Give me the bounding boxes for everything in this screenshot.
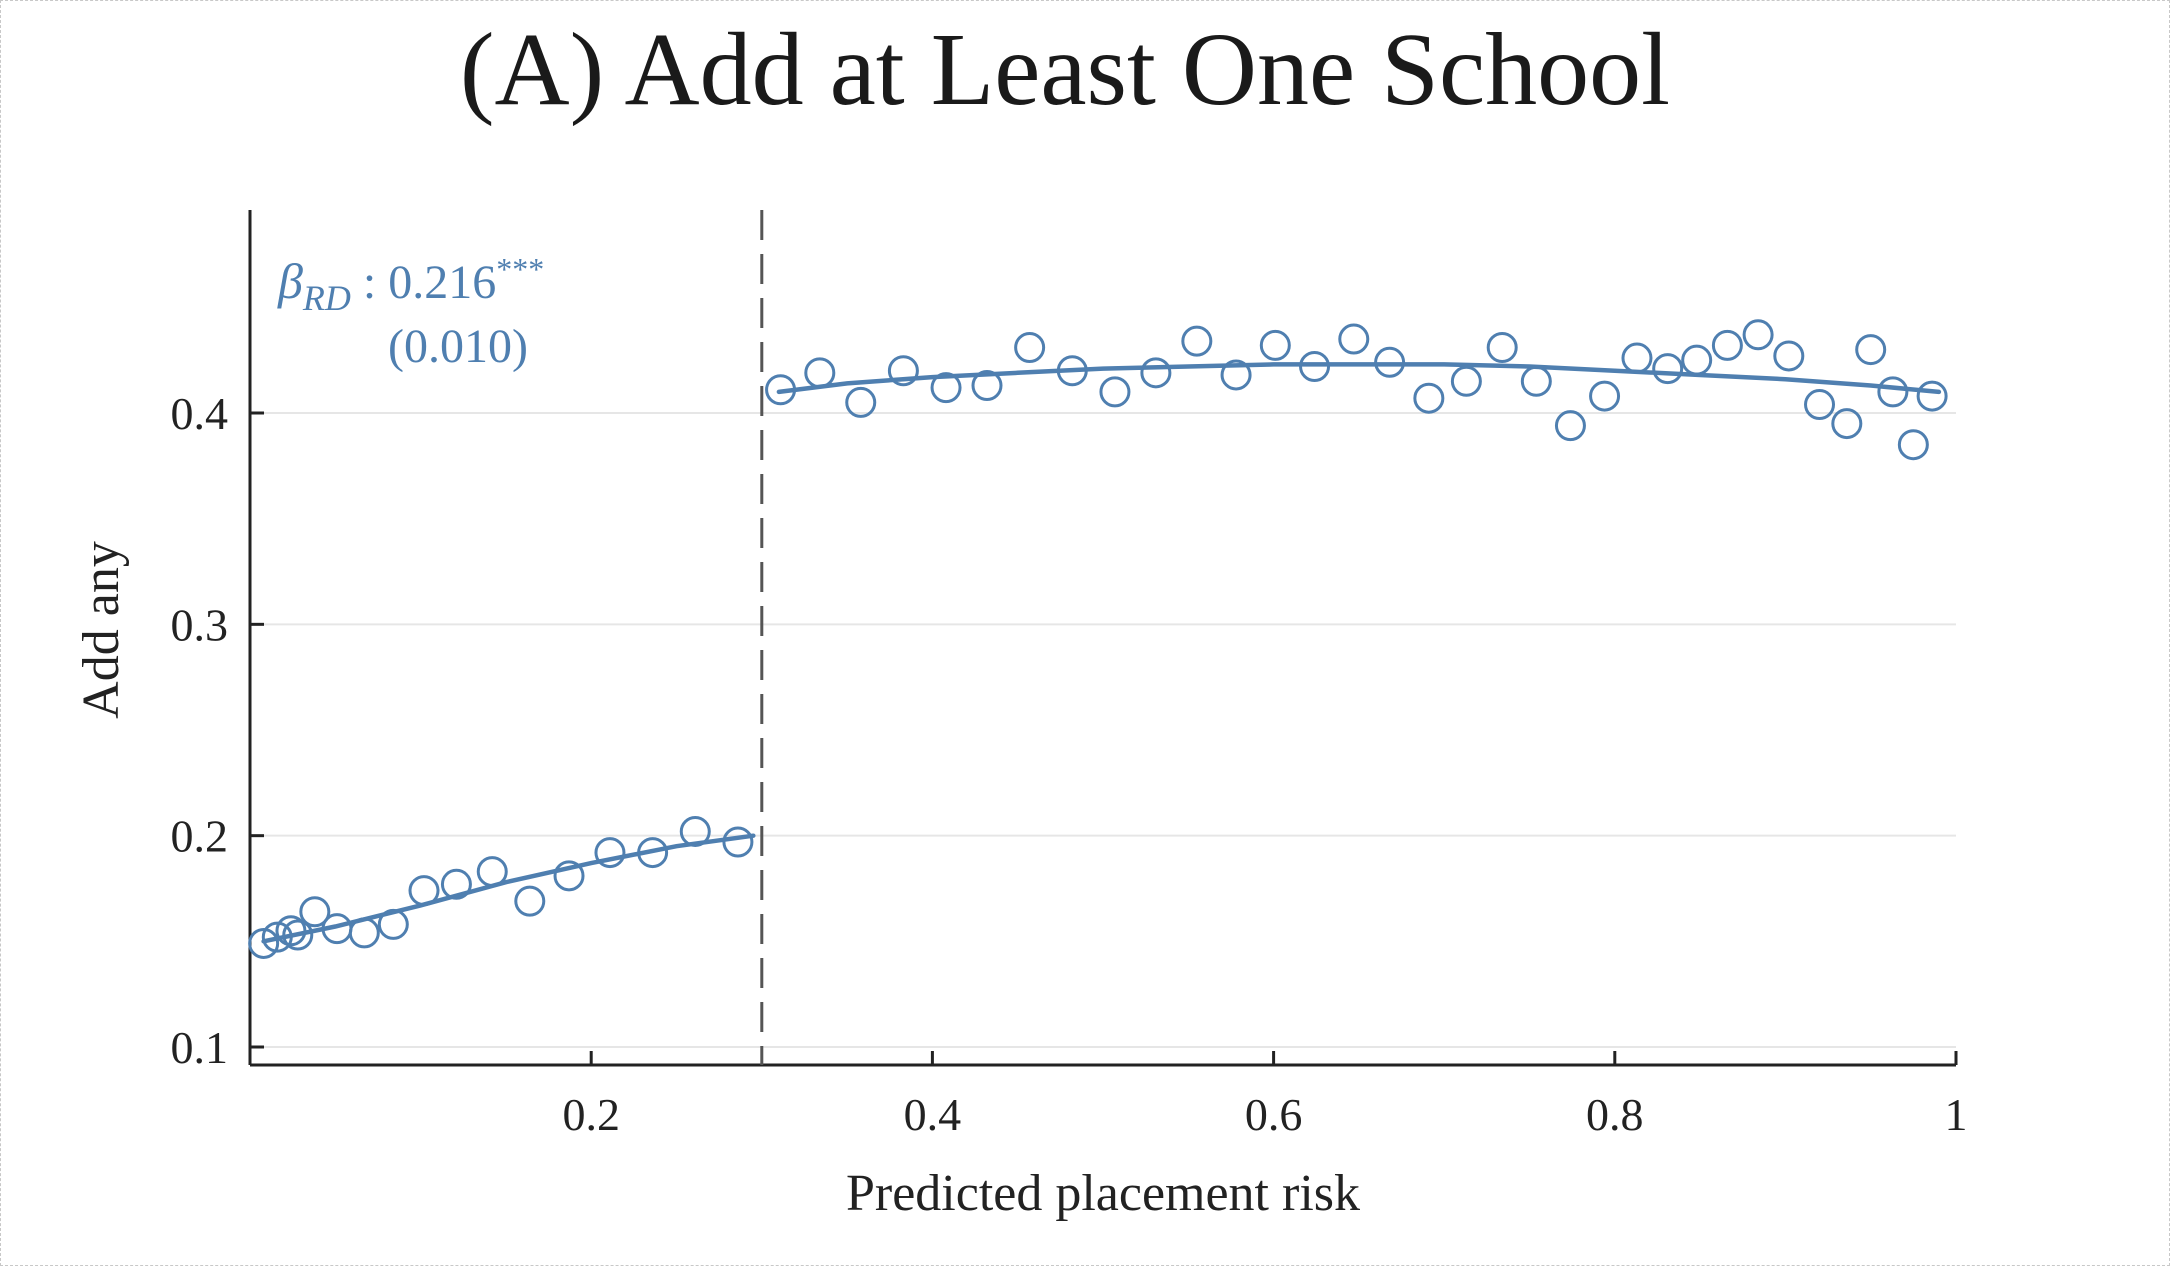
data-point: [299, 896, 331, 928]
beta-subscript: RD: [302, 278, 351, 318]
data-point: [1486, 331, 1518, 363]
data-point: [637, 837, 669, 869]
data-point: [1056, 355, 1088, 387]
y-tick-label: 0.2: [171, 811, 229, 862]
data-point: [1338, 323, 1370, 355]
y-tick-label: 0.4: [171, 388, 229, 439]
data-point: [971, 370, 1003, 402]
x-axis-label: Predicted placement risk: [846, 1165, 1360, 1222]
data-point: [1652, 353, 1684, 385]
data-point: [1897, 429, 1929, 461]
data-point: [1804, 389, 1836, 421]
data-point: [1711, 329, 1743, 361]
data-point: [1450, 365, 1482, 397]
data-point: [804, 357, 836, 389]
data-point: [594, 837, 626, 869]
significance-stars: ***: [496, 251, 544, 287]
data-point: [1220, 359, 1252, 391]
data-point: [377, 908, 409, 940]
data-point: [1181, 325, 1213, 357]
data-point: [1140, 357, 1172, 389]
data-point: [1773, 340, 1805, 372]
data-point: [476, 856, 508, 888]
data-point: [1621, 342, 1653, 374]
data-point: [930, 372, 962, 404]
data-point: [1742, 319, 1774, 351]
fit-lines: [261, 362, 1942, 944]
beta-symbol: β: [277, 253, 303, 309]
data-point: [282, 919, 314, 951]
data-point: [1554, 410, 1586, 442]
data-point: [1855, 334, 1887, 366]
data-point: [275, 915, 307, 947]
data-point: [1099, 376, 1131, 408]
x-tick-label: 0.2: [562, 1089, 620, 1140]
data-point: [1681, 344, 1713, 376]
data-point: [845, 386, 877, 418]
data-point: [261, 921, 293, 953]
data-point: [1374, 346, 1406, 378]
data-point: [1299, 351, 1331, 383]
x-tick-label: 0.6: [1245, 1089, 1303, 1140]
data-point: [1916, 380, 1948, 412]
gridlines: [250, 412, 1956, 1048]
data-point: [722, 826, 754, 858]
data-point: [1413, 382, 1445, 414]
data-point: [1831, 408, 1863, 440]
data-point: [248, 927, 280, 959]
rd-annotation-se: (0.010): [388, 320, 528, 373]
y-tick-label: 0.3: [171, 599, 229, 650]
fit-line-right: [776, 362, 1942, 395]
data-point: [1259, 329, 1291, 361]
data-point: [1014, 331, 1046, 363]
data-point: [1877, 376, 1909, 408]
beta-estimate: : 0.216: [351, 256, 496, 309]
x-tick-label: 0.4: [904, 1089, 962, 1140]
data-point: [514, 885, 546, 917]
chart-title: (A) Add at Least One School: [459, 12, 1671, 127]
data-point: [440, 868, 472, 900]
data-point: [1589, 380, 1621, 412]
data-point: [765, 374, 797, 406]
fit-line-left: [261, 833, 756, 944]
data-points: [248, 319, 1948, 959]
data-point: [679, 815, 711, 847]
rd-annotation-estimate: βRD : 0.216***: [277, 251, 544, 318]
data-point: [348, 917, 380, 949]
data-point: [887, 355, 919, 387]
data-point: [553, 860, 585, 892]
y-tick-label: 0.1: [171, 1022, 229, 1073]
data-point: [1520, 365, 1552, 397]
x-tick-label: 1: [1945, 1089, 1968, 1140]
y-axis-label: Add any: [73, 541, 130, 719]
x-tick-label: 0.8: [1586, 1089, 1644, 1140]
data-point: [408, 875, 440, 907]
axis-ticks: 0.1 0.2 0.3 0.4 0.2 0.4 0.6 0.8 1: [171, 388, 1968, 1140]
